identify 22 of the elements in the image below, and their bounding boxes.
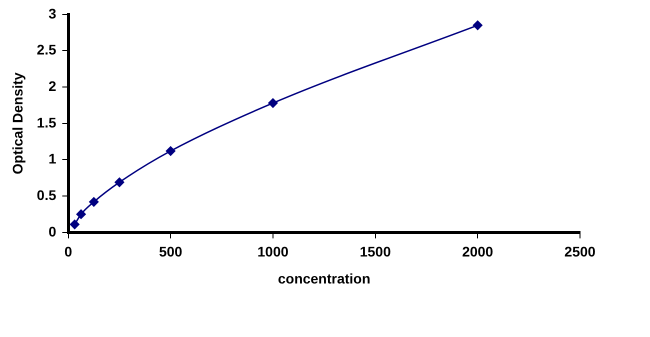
x-tick-label: 1000 bbox=[257, 244, 289, 260]
x-tick-label: 0 bbox=[64, 244, 72, 260]
y-tick-label: 1.5 bbox=[36, 114, 56, 130]
point bbox=[114, 178, 124, 188]
y-tick-label: 1 bbox=[48, 150, 56, 167]
point bbox=[70, 220, 80, 230]
point bbox=[76, 209, 86, 219]
y-axis-title: Optical Density bbox=[9, 72, 26, 174]
y-tick-label: 2 bbox=[48, 78, 56, 94]
point bbox=[268, 98, 278, 108]
y-tick-label: 2.5 bbox=[36, 42, 56, 58]
y-tick-label: 3 bbox=[48, 5, 56, 22]
point bbox=[166, 146, 176, 156]
x-axis-title: concentration bbox=[278, 270, 370, 286]
y-tick-label: 0.5 bbox=[36, 186, 56, 203]
x-tick-label: 2000 bbox=[462, 244, 494, 260]
y-tick-label: 0 bbox=[48, 223, 56, 240]
x-tick-label: 2500 bbox=[564, 244, 596, 260]
x-tick-label: 1500 bbox=[360, 244, 392, 260]
x-tick-label: 500 bbox=[158, 244, 182, 260]
point bbox=[89, 197, 99, 207]
point bbox=[472, 20, 482, 30]
